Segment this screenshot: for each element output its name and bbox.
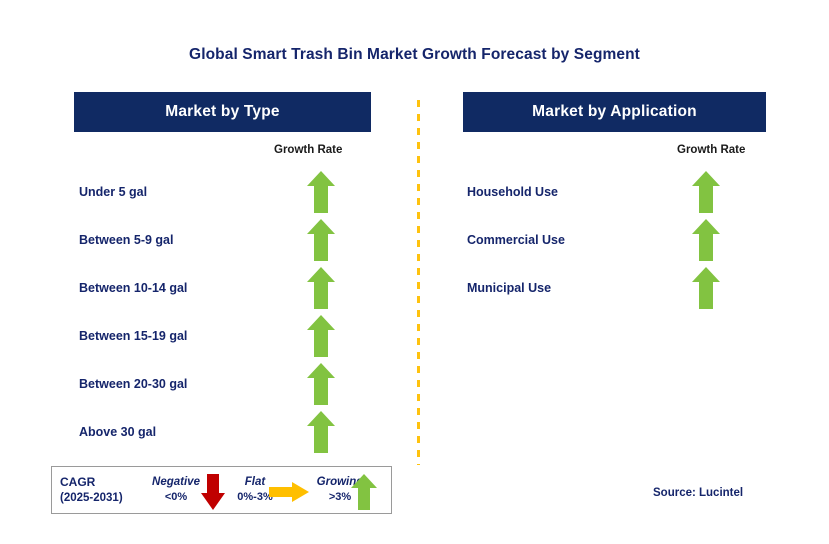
arrow-up-icon — [689, 218, 723, 262]
legend: CAGR (2025-2031) Negative <0% Flat 0%-3%… — [51, 466, 392, 514]
segment-label: Between 15-19 gal — [79, 329, 188, 343]
arrow-up-icon — [304, 170, 338, 214]
arrow-up-icon — [304, 266, 338, 310]
legend-item-negative: Negative <0% — [138, 475, 214, 505]
legend-metric: CAGR (2025-2031) — [60, 474, 152, 506]
legend-term: Flat — [244, 476, 266, 488]
arrow-up-icon — [689, 170, 723, 214]
growth-rate-caption-application: Growth Rate — [677, 144, 746, 156]
segment-label: Between 20-30 gal — [79, 377, 188, 391]
legend-metric-period: (2025-2031) — [60, 492, 123, 504]
segment-label: Between 10-14 gal — [79, 281, 188, 295]
arrow-right-icon — [267, 480, 311, 504]
segment-label: Municipal Use — [467, 281, 552, 295]
panel-header-market-by-application: Market by Application — [463, 92, 766, 132]
segment-label: Above 30 gal — [79, 425, 157, 439]
segment-label: Under 5 gal — [79, 185, 148, 199]
source-note: Source: Lucintel — [653, 487, 744, 499]
table-row: Commercial Use — [467, 216, 762, 264]
page-title: Global Smart Trash Bin Market Growth For… — [189, 46, 640, 63]
legend-range: 0%-3% — [237, 491, 273, 503]
legend-term: Negative — [152, 476, 200, 488]
arrow-up-icon — [347, 473, 381, 511]
panel-header-market-by-type: Market by Type — [74, 92, 371, 132]
arrow-up-icon — [304, 314, 338, 358]
panel-divider — [417, 100, 420, 465]
growth-rate-caption-type: Growth Rate — [274, 144, 343, 156]
legend-term: Growing — [316, 476, 364, 488]
table-row: Between 15-19 gal — [79, 312, 374, 360]
table-row: Between 20-30 gal — [79, 360, 374, 408]
segment-label: Between 5-9 gal — [79, 233, 174, 247]
legend-item-flat: Flat 0%-3% — [216, 475, 294, 505]
legend-metric-label: CAGR — [60, 475, 96, 489]
arrow-up-icon — [304, 218, 338, 262]
table-row: Between 5-9 gal — [79, 216, 374, 264]
legend-item-growing: Growing >3% — [301, 475, 379, 505]
panel-header-label: Market by Type — [165, 103, 280, 120]
panel-header-label: Market by Application — [532, 103, 697, 120]
arrow-up-icon — [304, 362, 338, 406]
table-row: Municipal Use — [467, 264, 762, 312]
table-row: Above 30 gal — [79, 408, 374, 456]
legend-range: <0% — [164, 491, 188, 503]
arrow-down-icon — [198, 473, 228, 511]
table-row: Between 10-14 gal — [79, 264, 374, 312]
arrow-up-icon — [689, 266, 723, 310]
segment-label: Commercial Use — [467, 233, 565, 247]
table-row: Under 5 gal — [79, 168, 374, 216]
segment-label: Household Use — [467, 185, 558, 199]
arrow-up-icon — [304, 410, 338, 454]
table-row: Household Use — [467, 168, 762, 216]
legend-range: >3% — [328, 491, 352, 503]
